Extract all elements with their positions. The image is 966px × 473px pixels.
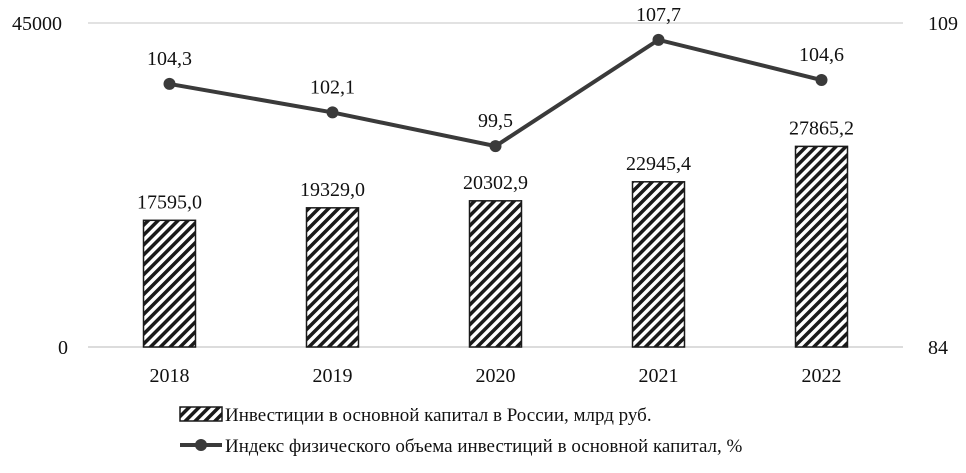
line-point-2020 [489,140,502,153]
right-tick-max: 109 [928,13,958,35]
bar-2020 [468,200,523,348]
bar-label-2019: 19329,0 [300,179,365,201]
bar-label-2022: 27865,2 [789,117,854,139]
bar-label-2021: 22945,4 [626,153,691,175]
line-point-2018 [163,77,176,90]
legend-bar-label: Инвестиции в основной капитал в России, … [225,405,652,426]
x-tick-2018: 2018 [150,365,190,387]
line-point-2021 [652,33,665,46]
bar-2022 [794,145,849,348]
bar-label-2020: 20302,9 [463,172,528,194]
line-label-2018: 104,3 [147,48,192,70]
line-point-2019 [326,106,339,119]
left-tick-min: 0 [58,337,68,359]
x-tick-2019: 2019 [313,365,353,387]
bar-2021 [631,181,686,348]
x-tick-2021: 2021 [639,365,679,387]
legend-line-label: Индекс физического объема инвестиций в о… [225,436,743,457]
line-label-2020: 99,5 [478,110,513,132]
x-tick-2022: 2022 [802,365,842,387]
legend-line-marker [195,439,207,451]
bar-label-2018: 17595,0 [137,191,202,213]
line-point-2022 [815,74,828,87]
left-tick-max: 45000 [12,13,62,35]
x-tick-2020: 2020 [476,365,516,387]
bar-2018 [142,219,197,348]
line-label-2022: 104,6 [799,44,844,66]
bar-2019 [305,207,360,348]
line-label-2021: 107,7 [636,4,681,26]
legend: Инвестиции в основной капитал в России, … [179,405,743,457]
legend-bar-swatch [179,406,223,422]
line-label-2019: 102,1 [310,76,355,98]
right-tick-min: 84 [928,337,948,359]
